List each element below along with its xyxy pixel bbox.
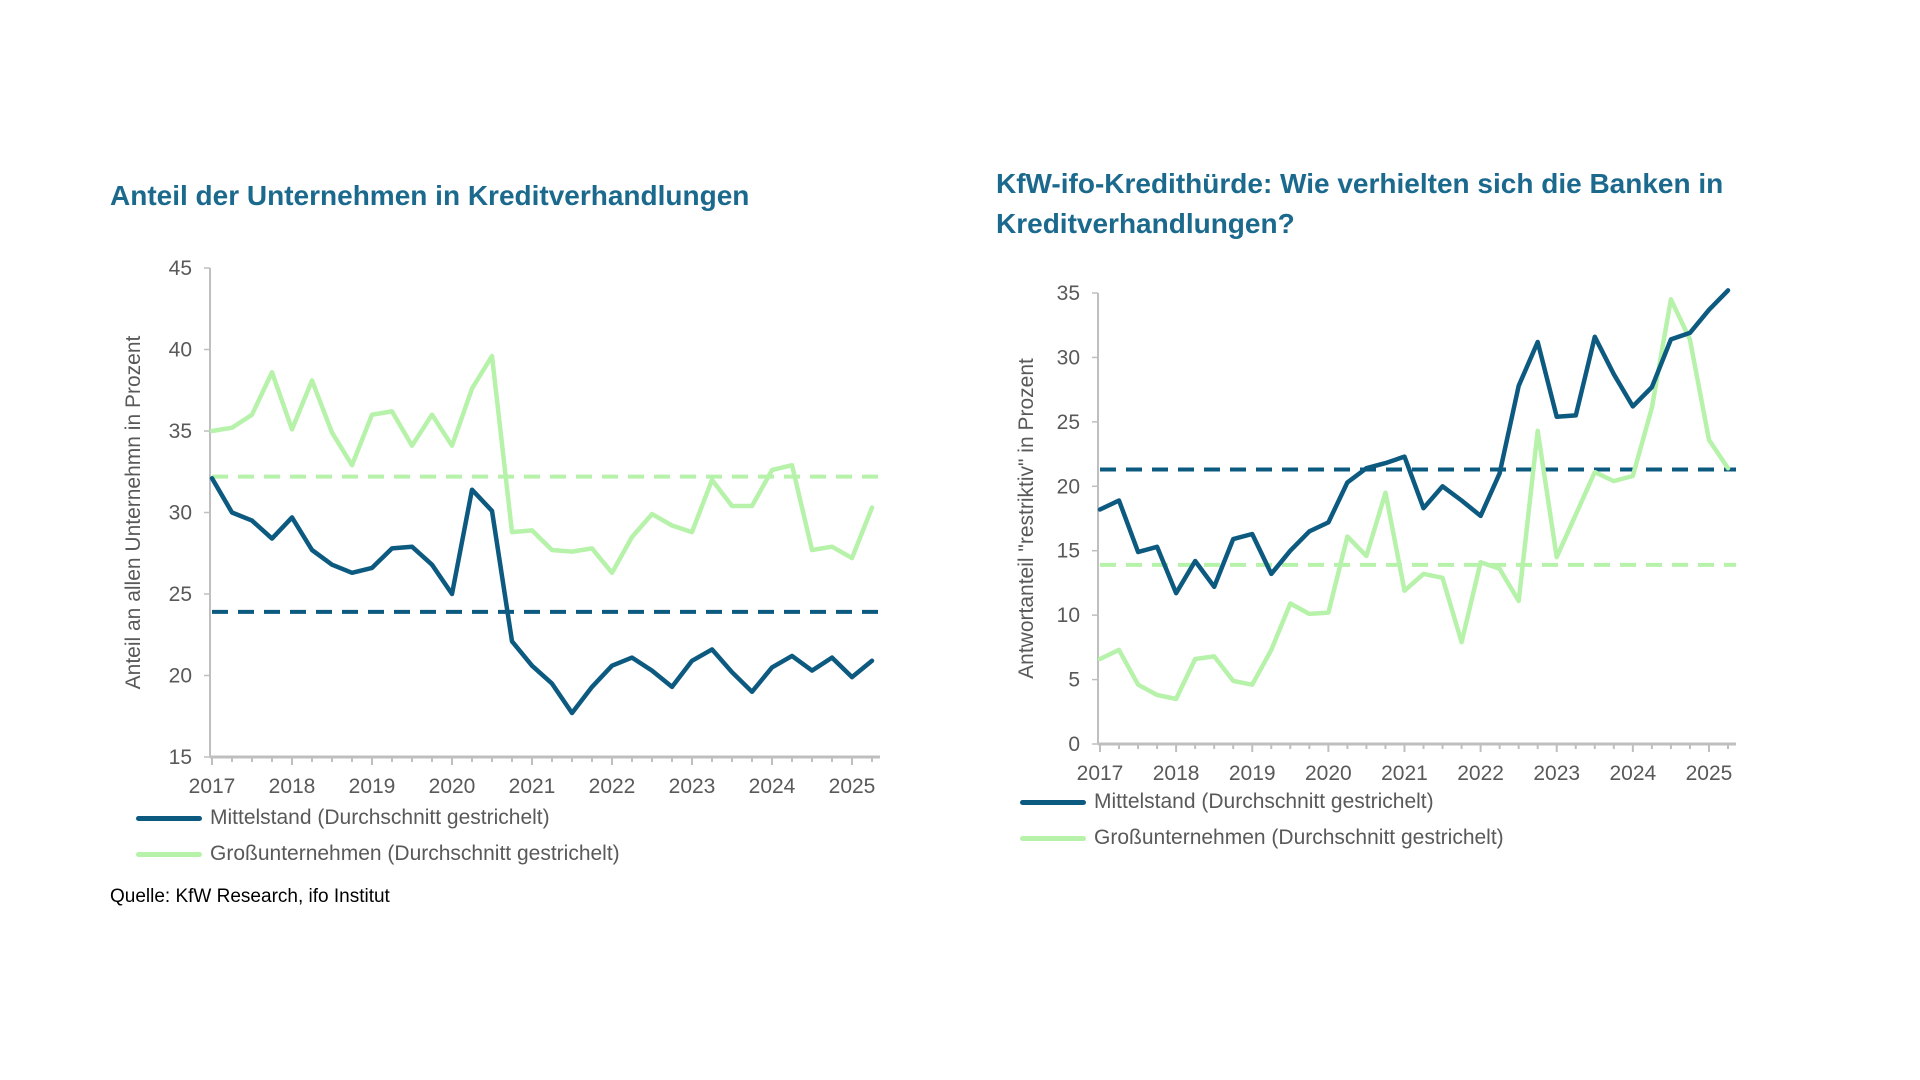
right-y-tick-label: 20 (1057, 475, 1080, 498)
right-x-tick-label: 2022 (1457, 762, 1504, 785)
right-y-tick-label: 10 (1057, 604, 1080, 627)
left-x-tick-label: 2021 (509, 775, 556, 798)
left-chart-title: Anteil der Unternehmen in Kreditverhandl… (110, 180, 750, 211)
right-series-mittelstand (1097, 288, 1731, 596)
right-y-tick-label: 35 (1057, 282, 1080, 305)
right-y-tick-label: 5 (1068, 669, 1080, 692)
left-y-axis-label: Anteil an allen Unternehmn in Prozent (122, 335, 145, 689)
legend-swatch-mittelstand (136, 815, 202, 821)
right-y-tick-label: 25 (1057, 411, 1080, 434)
left-x-tick-label: 2017 (189, 775, 236, 798)
right-y-axis-label: Antwortanteil "restriktiv" in Prozent (1015, 358, 1038, 679)
left-x-tick-label: 2018 (269, 775, 316, 798)
legend-swatch-mittelstand (1020, 799, 1086, 805)
left-x-tick-label: 2020 (429, 775, 476, 798)
left-y-tick-label: 15 (169, 746, 192, 769)
left-x-tick-label: 2022 (589, 775, 636, 798)
right-x-tick-label: 2021 (1381, 762, 1428, 785)
right-series-gross (1097, 297, 1731, 702)
right-x-tick-label: 2018 (1153, 762, 1200, 785)
left-y-tick-label: 30 (169, 502, 192, 525)
right-x-tick-label: 2023 (1533, 762, 1580, 785)
legend-label-gross: Großunternehmen (Durchschnitt gestrichel… (210, 842, 620, 865)
legend-swatch-gross (1020, 835, 1086, 841)
left-x-tick-label: 2023 (669, 775, 716, 798)
right-legend-mittelstand: Mittelstand (Durchschnitt gestrichelt) (1020, 790, 1434, 814)
left-legend-gross: Großunternehmen (Durchschnitt gestrichel… (136, 842, 620, 866)
left-series-gross (209, 353, 875, 576)
source-note: Quelle: KfW Research, ifo Institut (110, 886, 390, 907)
right-x-tick-label: 2017 (1077, 762, 1124, 785)
legend-label-mittelstand: Mittelstand (Durchschnitt gestrichelt) (210, 806, 550, 829)
right-x-tick-label: 2025 (1686, 762, 1733, 785)
right-x-tick-label: 2020 (1305, 762, 1352, 785)
left-series-mittelstand (209, 476, 875, 716)
left-y-tick-label: 25 (169, 583, 192, 606)
left-y-tick-label: 40 (169, 339, 192, 362)
left-x-tick-label: 2024 (749, 775, 796, 798)
right-x-tick-label: 2019 (1229, 762, 1276, 785)
right-x-tick-label: 2024 (1609, 762, 1656, 785)
legend-label-mittelstand: Mittelstand (Durchschnitt gestrichelt) (1094, 790, 1434, 813)
left-x-tick-label: 2019 (349, 775, 396, 798)
legend-label-gross: Großunternehmen (Durchschnitt gestrichel… (1094, 826, 1504, 849)
left-y-tick-label: 20 (169, 665, 192, 688)
legend-swatch-gross (136, 851, 202, 857)
right-y-tick-label: 15 (1057, 540, 1080, 563)
right-legend-gross: Großunternehmen (Durchschnitt gestrichel… (1020, 826, 1504, 850)
left-x-tick-label: 2025 (829, 775, 876, 798)
right-y-tick-label: 0 (1068, 733, 1080, 756)
left-y-tick-label: 45 (169, 257, 192, 280)
right-chart-title: KfW-ifo-Kredithürde: Wie verhielten sich… (996, 168, 1724, 239)
left-y-tick-label: 35 (169, 420, 192, 443)
right-y-tick-label: 30 (1057, 346, 1080, 369)
left-legend-mittelstand: Mittelstand (Durchschnitt gestrichelt) (136, 806, 550, 830)
